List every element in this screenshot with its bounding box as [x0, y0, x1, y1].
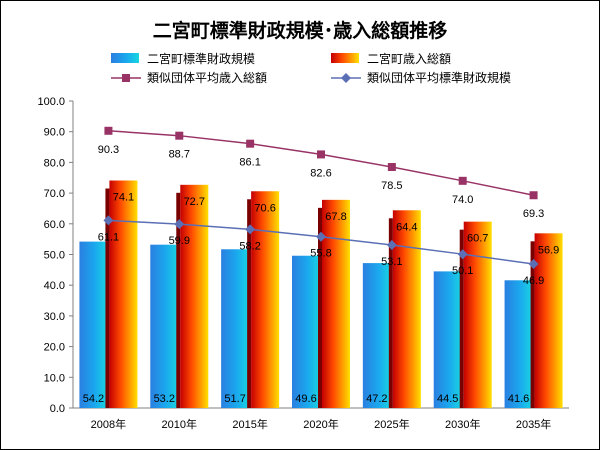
marker-similar-scale [174, 219, 185, 230]
data-label-revenue-total: 74.1 [113, 192, 134, 204]
bar-standard-scale [362, 263, 391, 408]
y-tick-label: 70.0 [44, 188, 65, 200]
data-label-standard-scale: 54.2 [83, 393, 104, 405]
y-tick-label: 100.0 [37, 96, 65, 108]
marker-similar-revenue [104, 126, 113, 135]
data-label-revenue-total: 56.9 [538, 244, 559, 256]
x-tick-label: 2030年 [445, 417, 480, 431]
data-label-revenue-total: 60.7 [467, 233, 488, 245]
y-tick-label: 80.0 [44, 157, 65, 169]
legend-label-similar-scale: 類似団体平均標準財政規模 [367, 70, 511, 85]
marker-similar-scale [103, 215, 114, 226]
data-label-similar-scale: 58.2 [239, 240, 260, 252]
data-label-similar-scale: 55.8 [310, 248, 331, 260]
legend-label-similar-revenue: 類似団体平均歳入総額 [147, 71, 267, 85]
data-label-similar-revenue: 86.1 [239, 157, 260, 169]
marker-similar-scale [316, 231, 326, 242]
y-tick-label: 60.0 [44, 219, 65, 231]
marker-similar-revenue [175, 131, 184, 140]
bar-revenue-total-side [176, 192, 181, 408]
marker-similar-revenue [317, 150, 325, 159]
y-tick-label: 0.0 [50, 403, 65, 415]
bar-revenue-total [251, 191, 280, 408]
data-label-revenue-total: 70.6 [254, 202, 275, 214]
legend-marker-similar-scale [341, 73, 351, 83]
plot-area: 0.0 10.0 20.0 30.0 40.0 50.0 60.0 70.0 80.0 90.0 1… [37, 96, 569, 431]
data-label-standard-scale: 41.6 [508, 393, 529, 405]
y-tick-label: 20.0 [44, 342, 65, 354]
marker-similar-revenue [458, 176, 467, 185]
bar-revenue-total-side [459, 229, 464, 408]
legend-label-standard-scale: 二宮町標準財政規模 [147, 51, 255, 66]
legend: 二宮町標準財政規模 二宮町歳入総額 類似団体平均歳入総額 類似団体平均標準財政規… [111, 51, 511, 85]
legend-swatch-revenue-total [331, 53, 359, 63]
marker-similar-revenue [529, 191, 538, 200]
data-label-revenue-total: 64.4 [396, 221, 417, 233]
x-tick-label: 2015年 [232, 417, 267, 431]
legend-swatch-standard-scale [111, 53, 139, 63]
x-tick-label: 2020年 [303, 417, 338, 431]
legend-marker-similar-revenue [122, 74, 130, 82]
bar-revenue-total [534, 233, 563, 408]
x-tick-label: 2008年 [91, 417, 126, 431]
data-label-standard-scale: 53.2 [154, 393, 175, 405]
data-label-similar-scale: 46.9 [523, 275, 544, 287]
data-label-standard-scale: 51.7 [224, 393, 245, 405]
bar-standard-scale [433, 271, 462, 408]
data-label-standard-scale: 44.5 [437, 393, 458, 405]
x-tick-label: 2010年 [162, 417, 197, 431]
bar-revenue-total-side [105, 188, 110, 408]
data-label-similar-revenue: 90.3 [98, 144, 119, 156]
chart-title: 二宮町標準財政規模･歳入総額推移 [153, 19, 448, 42]
data-label-standard-scale: 49.6 [295, 393, 316, 405]
marker-similar-scale [245, 224, 256, 235]
data-label-revenue-total: 67.8 [325, 211, 346, 223]
marker-similar-scale [386, 239, 397, 250]
bar-standard-scale [79, 241, 108, 408]
data-label-similar-scale: 53.1 [381, 256, 402, 268]
bar-revenue-total [180, 184, 209, 408]
bar-revenue-total [109, 180, 138, 408]
data-label-similar-revenue: 74.0 [452, 194, 473, 206]
marker-similar-revenue [387, 163, 396, 172]
bar-revenue-total-side [388, 218, 393, 408]
x-tick-label: 2025年 [374, 417, 409, 431]
y-tick-label: 30.0 [44, 311, 65, 323]
data-label-similar-scale: 61.1 [98, 231, 119, 243]
data-label-similar-revenue: 69.3 [523, 208, 544, 220]
bar-revenue-total [463, 221, 492, 408]
bar-revenue-total [392, 210, 421, 408]
bar-revenue-total [322, 199, 350, 408]
y-tick-label: 50.0 [44, 250, 65, 262]
bar-revenue-total-side [318, 207, 322, 408]
legend-label-revenue-total: 二宮町歳入総額 [367, 51, 451, 66]
data-label-similar-revenue: 88.7 [169, 149, 190, 161]
bar-standard-scale [150, 244, 179, 408]
y-tick-label: 40.0 [44, 280, 65, 292]
bar-revenue-total-side [530, 241, 535, 408]
marker-similar-scale [457, 249, 468, 260]
data-label-similar-scale: 50.1 [452, 265, 473, 277]
bar-revenue-total-side [247, 199, 252, 408]
marker-similar-scale [528, 259, 539, 270]
bar-standard-scale [221, 249, 250, 408]
data-label-standard-scale: 47.2 [366, 393, 387, 405]
data-label-similar-revenue: 82.6 [310, 167, 331, 179]
marker-similar-revenue [246, 139, 255, 148]
data-label-similar-scale: 59.9 [169, 235, 190, 247]
data-label-similar-revenue: 78.5 [381, 180, 402, 192]
y-tick-label: 10.0 [44, 372, 65, 384]
y-tick-label: 90.0 [44, 127, 65, 139]
data-label-revenue-total: 72.7 [184, 196, 205, 208]
x-tick-label: 2035年 [516, 417, 551, 431]
bar-standard-scale [292, 255, 320, 408]
bar-standard-scale [504, 280, 533, 408]
line-similar-revenue [108, 130, 534, 196]
